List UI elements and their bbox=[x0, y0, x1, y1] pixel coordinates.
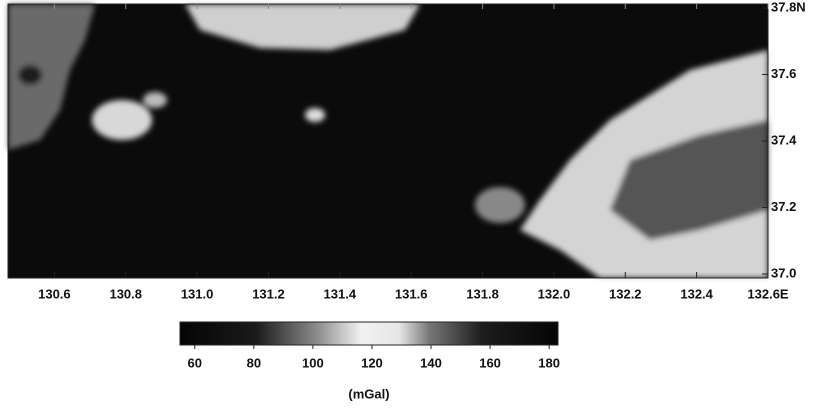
x-tick-label: 132.0 bbox=[538, 286, 571, 301]
anomaly-island bbox=[92, 100, 152, 140]
colorbar-tick-label: 100 bbox=[302, 355, 324, 370]
colorbar bbox=[179, 321, 559, 346]
colorbar-tick-label: 180 bbox=[538, 355, 560, 370]
x-tick-label: 132.6E bbox=[747, 286, 789, 301]
y-tick-label: 37.8N bbox=[771, 0, 806, 14]
anomaly-spot bbox=[305, 108, 325, 122]
anomaly-west-low bbox=[18, 65, 42, 85]
x-tick-label: 132.4 bbox=[680, 286, 713, 301]
colorbar-tick-label: 140 bbox=[420, 355, 442, 370]
y-tick-label: 37.0 bbox=[771, 265, 796, 280]
anomaly-east-low bbox=[610, 120, 768, 240]
anomaly-west bbox=[8, 4, 95, 150]
colorbar-tick-label: 60 bbox=[188, 355, 202, 370]
anomaly-southeast bbox=[475, 187, 525, 223]
colorbar-tick-label: 80 bbox=[247, 355, 261, 370]
x-tick-label: 131.0 bbox=[181, 286, 214, 301]
x-tick-label: 131.4 bbox=[324, 286, 357, 301]
x-tick-label: 130.6 bbox=[38, 286, 71, 301]
x-tick-label: 132.2 bbox=[609, 286, 642, 301]
x-tick-label: 131.2 bbox=[252, 286, 285, 301]
gravity-map bbox=[7, 3, 769, 279]
anomaly-shading bbox=[8, 4, 768, 278]
x-tick-label: 131.8 bbox=[466, 286, 499, 301]
anomaly-island-2 bbox=[143, 92, 167, 108]
colorbar-tick-label: 120 bbox=[361, 355, 383, 370]
colorbar-tick-label: 160 bbox=[479, 355, 501, 370]
x-tick-label: 131.6 bbox=[395, 286, 428, 301]
y-tick-label: 37.6 bbox=[771, 66, 796, 81]
anomaly-north bbox=[185, 4, 420, 50]
y-tick-label: 37.4 bbox=[771, 132, 797, 147]
colorbar-unit: (mGal) bbox=[348, 386, 389, 401]
x-tick-label: 130.8 bbox=[109, 286, 142, 301]
y-tick-label: 37.2 bbox=[771, 199, 796, 214]
